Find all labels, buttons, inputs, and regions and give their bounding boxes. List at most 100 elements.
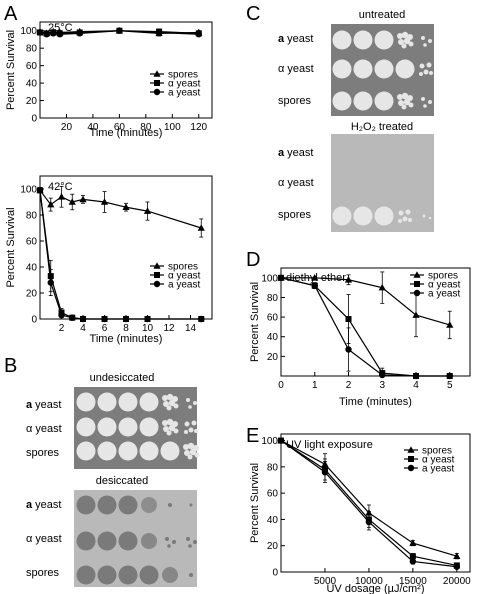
plate-c-top-colony: [423, 43, 427, 47]
plate-c-top-title: untreated: [359, 9, 405, 21]
plate-c-bottom-colony: [402, 216, 408, 222]
legend-label: a yeast: [168, 88, 200, 99]
plate-c-top-colony: [397, 94, 403, 100]
data-point-circle: [277, 274, 285, 282]
plate-c-top-spot: [395, 59, 415, 79]
chart-annotation: UV light exposure: [286, 439, 373, 451]
data-point-circle: [116, 27, 123, 34]
plate-b-bottom-spot: [118, 565, 138, 585]
data-point-circle: [36, 187, 44, 194]
x-tick-label: 8: [123, 323, 129, 334]
data-point-triangle: [100, 198, 109, 205]
series-line-square: [280, 277, 450, 377]
row-label-b2-a-rest: yeast: [32, 499, 61, 511]
plate-b-top-colony: [188, 427, 194, 433]
data-point-circle: [311, 282, 318, 289]
legend-marker-square: [414, 281, 420, 287]
plate-c-top-colony: [419, 72, 423, 76]
plate-b-bottom-title: desiccated: [96, 475, 149, 487]
y-tick-label: 80: [267, 293, 279, 304]
y-tick-label: 100: [20, 26, 37, 37]
plate-c-top-colony: [408, 41, 414, 47]
plate-c-bottom-title: H₂O₂ treated: [351, 121, 413, 133]
plate-b-top-colony: [184, 430, 188, 434]
x-axis-label: Time (minutes): [339, 396, 412, 408]
plate-c-bottom-colony: [428, 216, 432, 220]
legend-label: a yeast: [422, 464, 454, 475]
y-tick-label: 0: [31, 114, 37, 125]
data-point-triangle: [344, 275, 353, 283]
plate-b-top-colonies: [76, 392, 200, 461]
legend-label: a yeast: [428, 289, 460, 300]
plate-c-top-spot: [374, 59, 394, 79]
plate-b-top-colony: [193, 401, 197, 405]
plate-b-top-colony: [184, 421, 190, 427]
plate-b-top-colony: [168, 424, 176, 432]
y-tick-label: 40: [267, 332, 279, 343]
y-axis-label: Percent Survival: [5, 207, 17, 287]
plate-c-top-spot: [374, 30, 394, 50]
x-tick-label: 20: [61, 122, 73, 133]
data-point-triangle: [197, 224, 205, 231]
data-point-triangle: [47, 200, 55, 208]
plate-b-top-colony: [173, 428, 179, 434]
legend-label: α yeast: [168, 79, 201, 90]
data-point-circle: [58, 311, 65, 319]
plate-c-top-colony: [408, 102, 414, 108]
data-point-circle: [47, 279, 54, 286]
plate-b-top-spot: [139, 417, 159, 437]
row-label-b-a-bold: a: [26, 399, 33, 411]
data-point-circle: [144, 315, 151, 323]
data-point-circle: [365, 518, 373, 526]
plate-b-bottom-spot: [76, 531, 96, 551]
plate-b-bottom-colony: [188, 544, 192, 548]
plate-b-top-colony: [187, 454, 193, 460]
data-point-triangle: [68, 198, 76, 205]
plate-b-top-colony: [162, 420, 168, 426]
plate-b-top-spot: [97, 417, 117, 437]
x-tick-label: 10: [142, 323, 154, 334]
legend-label: spores: [168, 70, 198, 81]
legend-marker-circle: [413, 289, 421, 297]
plate-c-top-spot: [353, 59, 373, 79]
legend-label: spores: [428, 271, 458, 282]
plate-c-top-colony: [401, 92, 409, 100]
plate-b-top-colony: [168, 399, 176, 407]
plate-c-top-colony: [398, 100, 404, 106]
data-point-circle: [409, 558, 417, 565]
legend-marker-square: [154, 80, 160, 86]
data-point-circle: [36, 29, 44, 36]
y-tick-label: 80: [26, 44, 38, 55]
y-tick-label: 60: [26, 61, 38, 72]
y-tick-label: 60: [26, 237, 38, 248]
plate-b-top-colony: [187, 442, 195, 450]
data-point-square: [345, 316, 352, 323]
row-label-b2-a-bold: a: [26, 499, 33, 511]
data-point-circle: [195, 31, 202, 38]
panel-letter-a: A: [4, 3, 18, 25]
x-tick-label: 14: [185, 323, 197, 334]
y-tick-label: 100: [20, 185, 37, 196]
plate-b-top-colony: [184, 450, 190, 456]
plot-frame: [39, 21, 213, 119]
row-label-b-spores: spores: [26, 447, 60, 459]
x-tick-label: 12: [163, 323, 175, 334]
legend-label: spores: [168, 262, 198, 273]
plate-b-top-spot: [76, 441, 96, 461]
plate-b-bottom-spot: [168, 503, 172, 507]
plate-b-bottom-spot: [97, 495, 117, 515]
legend-marker-triangle: [413, 271, 421, 278]
plate-b-top-spot: [118, 417, 138, 437]
plate-b-top-spot: [118, 441, 138, 461]
plot-frame: [280, 433, 471, 573]
legend-marker-square: [154, 272, 160, 278]
plate-b-top-colony: [183, 444, 189, 450]
plate-c-top-colony: [401, 43, 407, 49]
plate-b-top-colony: [163, 401, 169, 407]
data-point-circle: [379, 371, 386, 379]
plate-c-bottom-colony: [398, 210, 404, 216]
plate-c-top-colony: [419, 63, 425, 69]
data-point-triangle: [143, 207, 152, 214]
plate-c-top-colony: [426, 62, 432, 68]
x-tick-label: 4: [413, 380, 419, 391]
